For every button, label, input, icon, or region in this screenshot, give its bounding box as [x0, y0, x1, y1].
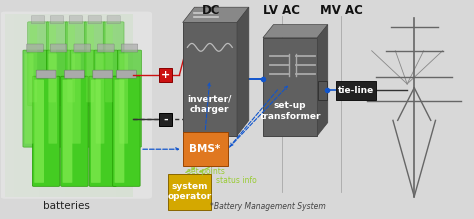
FancyBboxPatch shape	[168, 174, 211, 210]
FancyBboxPatch shape	[23, 50, 47, 147]
FancyBboxPatch shape	[94, 50, 118, 147]
FancyBboxPatch shape	[117, 70, 137, 78]
FancyBboxPatch shape	[50, 16, 64, 24]
Bar	[65, 14, 69, 196]
FancyBboxPatch shape	[64, 70, 84, 78]
Polygon shape	[263, 25, 328, 38]
FancyBboxPatch shape	[61, 76, 88, 186]
Bar	[44, 14, 48, 196]
Bar	[108, 14, 112, 196]
FancyBboxPatch shape	[36, 70, 56, 78]
FancyBboxPatch shape	[89, 76, 117, 186]
FancyBboxPatch shape	[263, 38, 318, 136]
Bar	[56, 14, 61, 196]
Text: DC: DC	[202, 4, 220, 17]
Bar	[99, 14, 103, 196]
Bar	[48, 14, 52, 196]
FancyBboxPatch shape	[115, 80, 124, 183]
Bar	[78, 14, 82, 196]
FancyBboxPatch shape	[98, 44, 114, 52]
FancyBboxPatch shape	[121, 44, 138, 52]
Text: BMS*: BMS*	[190, 144, 221, 154]
FancyBboxPatch shape	[182, 23, 237, 136]
Bar	[27, 14, 31, 196]
FancyBboxPatch shape	[65, 22, 86, 106]
Text: system
operator: system operator	[168, 182, 212, 201]
FancyBboxPatch shape	[31, 16, 45, 24]
FancyBboxPatch shape	[96, 54, 104, 144]
FancyBboxPatch shape	[84, 22, 105, 106]
FancyBboxPatch shape	[74, 44, 91, 52]
FancyBboxPatch shape	[25, 54, 34, 144]
FancyBboxPatch shape	[93, 70, 113, 78]
Text: -: -	[164, 114, 168, 124]
FancyBboxPatch shape	[107, 16, 120, 24]
FancyBboxPatch shape	[336, 81, 376, 100]
Text: +: +	[161, 70, 170, 80]
FancyBboxPatch shape	[63, 80, 73, 183]
Bar	[95, 14, 99, 196]
FancyBboxPatch shape	[88, 16, 101, 24]
FancyBboxPatch shape	[318, 81, 327, 100]
Text: batteries: batteries	[44, 201, 91, 211]
Bar	[73, 14, 78, 196]
Bar	[116, 14, 120, 196]
FancyBboxPatch shape	[46, 50, 71, 147]
FancyBboxPatch shape	[86, 25, 94, 102]
FancyBboxPatch shape	[27, 22, 48, 106]
Bar	[125, 14, 129, 196]
Text: MV AC: MV AC	[319, 4, 363, 17]
Text: *Battery Management System: *Battery Management System	[210, 202, 326, 211]
Bar	[14, 14, 18, 196]
Bar	[35, 14, 39, 196]
Bar	[39, 14, 44, 196]
FancyBboxPatch shape	[103, 22, 124, 106]
FancyBboxPatch shape	[48, 25, 56, 102]
Bar	[52, 14, 56, 196]
FancyBboxPatch shape	[91, 80, 100, 183]
FancyBboxPatch shape	[0, 12, 152, 199]
Text: status info: status info	[216, 176, 256, 185]
Bar	[9, 14, 14, 196]
Bar	[129, 14, 133, 196]
Bar	[69, 14, 73, 196]
FancyBboxPatch shape	[159, 113, 172, 126]
Bar	[86, 14, 91, 196]
FancyBboxPatch shape	[105, 25, 113, 102]
Bar	[18, 14, 22, 196]
Text: set points: set points	[187, 167, 225, 176]
FancyBboxPatch shape	[159, 68, 172, 82]
Bar	[31, 14, 35, 196]
FancyBboxPatch shape	[34, 80, 44, 183]
Text: inverter/
charger: inverter/ charger	[188, 94, 232, 114]
Bar	[61, 14, 65, 196]
Bar	[103, 14, 108, 196]
FancyBboxPatch shape	[67, 25, 75, 102]
Bar	[5, 14, 9, 196]
Polygon shape	[182, 7, 249, 23]
FancyBboxPatch shape	[113, 76, 140, 186]
Text: LV AC: LV AC	[264, 4, 301, 17]
FancyBboxPatch shape	[50, 44, 67, 52]
FancyBboxPatch shape	[48, 54, 57, 144]
Bar	[112, 14, 116, 196]
FancyBboxPatch shape	[118, 50, 142, 147]
Bar	[91, 14, 95, 196]
FancyBboxPatch shape	[182, 132, 228, 166]
FancyBboxPatch shape	[72, 54, 81, 144]
FancyBboxPatch shape	[46, 22, 67, 106]
Text: tie-line: tie-line	[338, 86, 374, 95]
Bar	[120, 14, 125, 196]
FancyBboxPatch shape	[32, 76, 60, 186]
Polygon shape	[237, 7, 249, 136]
Text: set-up
transformer: set-up transformer	[259, 101, 321, 121]
FancyBboxPatch shape	[27, 44, 43, 52]
FancyBboxPatch shape	[69, 16, 82, 24]
Bar	[22, 14, 27, 196]
FancyBboxPatch shape	[119, 54, 128, 144]
Bar	[82, 14, 86, 196]
Polygon shape	[318, 25, 328, 136]
FancyBboxPatch shape	[29, 25, 37, 102]
FancyBboxPatch shape	[70, 50, 94, 147]
